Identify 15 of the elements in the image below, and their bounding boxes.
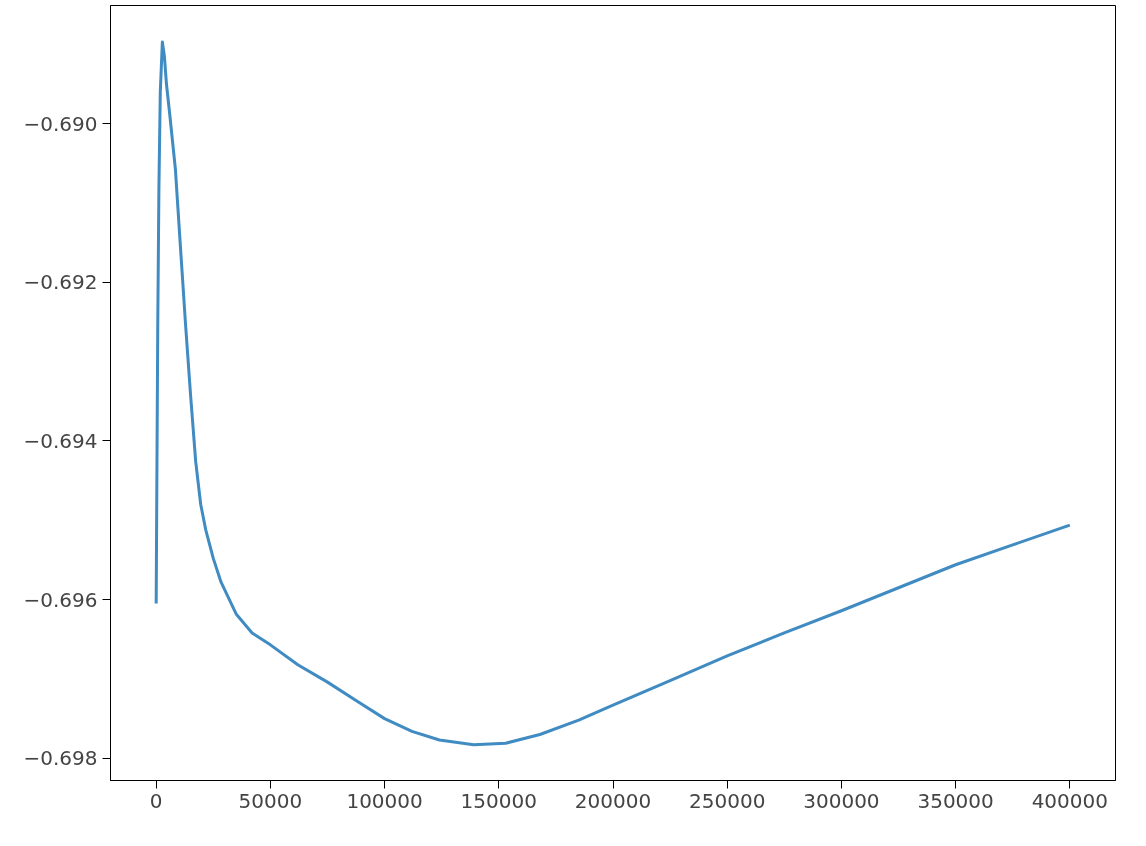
x-tick-label: 400000 <box>1031 788 1108 813</box>
y-tick-label: −0.694 <box>23 428 98 453</box>
x-tick-label: 350000 <box>917 788 994 813</box>
x-tick-label: 250000 <box>689 788 766 813</box>
x-tick-label: 300000 <box>803 788 880 813</box>
y-tick-label: −0.692 <box>23 270 98 295</box>
line-series <box>154 40 1072 747</box>
y-tick-label: −0.698 <box>23 746 98 771</box>
x-tick-label: 200000 <box>574 788 652 813</box>
x-tick-label: 100000 <box>346 788 423 813</box>
x-tick-label: 0 <box>149 788 163 813</box>
y-tick-label: −0.690 <box>23 111 98 136</box>
x-tick-label: 50000 <box>238 788 303 813</box>
y-tick-label: −0.696 <box>23 587 98 612</box>
x-tick-label: 150000 <box>460 788 537 813</box>
